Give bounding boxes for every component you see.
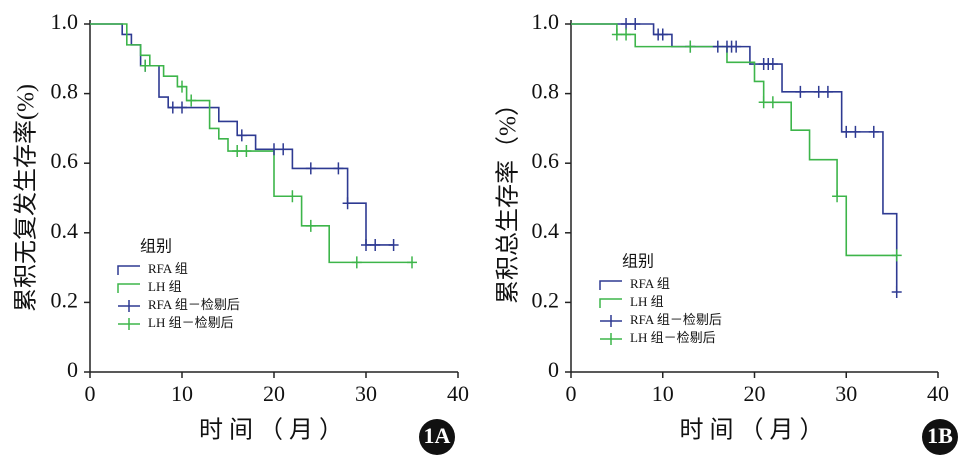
censor-mark [795,85,806,98]
panel-label: 1A [424,423,451,448]
censor-mark [278,143,289,156]
censor-mark [685,40,696,53]
x-tick-label: 20 [263,381,285,406]
legend-label: RFA 组－检剔后 [630,312,722,327]
censor-mark [841,125,852,138]
x-tick-label: 10 [171,381,193,406]
y-tick-label: 0.2 [532,287,560,312]
legend-label: RFA 组 [630,276,670,291]
censor-mark [167,101,178,114]
survival-line [90,23,412,264]
censor-mark [351,256,362,269]
x-tick-label: 30 [835,381,857,406]
censor-mark [232,145,243,158]
legend-label: RFA 组 [148,261,188,276]
legend-title: 组别 [140,238,172,256]
y-axis-label: 累积无复发生存率(%) [13,84,40,312]
legend-label: RFA 组－检剔后 [148,297,240,312]
censor-mark [657,28,668,41]
x-axis-label: 时间（月） [199,417,349,444]
panel-badge [922,419,958,455]
legend-symbol [600,333,622,345]
legend-symbol [599,280,622,290]
x-tick-label: 0 [566,381,577,406]
legend-symbol [118,318,140,330]
survival-line [90,23,394,246]
censor-mark [813,85,824,98]
censor-mark [767,58,778,71]
censor-mark [342,197,353,210]
legend-title: 组别 [622,253,654,271]
legend-label: LH 组－检剔后 [630,330,716,345]
y-tick-label: 0 [548,357,559,382]
y-tick-label: 0.6 [532,148,560,173]
y-tick-label: 1.0 [51,9,79,34]
y-tick-label: 0.4 [532,218,560,243]
x-tick-label: 40 [927,381,949,406]
censor-mark [832,190,843,203]
legend-symbol [117,265,140,275]
censor-mark [891,285,902,298]
y-axis-label: 累积总生存率（%） [495,92,522,304]
censor-mark [822,85,833,98]
censor-mark [305,219,316,232]
x-axis-label: 时间（月） [680,417,830,444]
censor-mark [712,40,723,53]
censor-mark [236,129,247,142]
censor-mark [407,256,417,269]
censor-mark [388,238,399,251]
censor-mark [621,18,632,30]
y-tick-label: 0.8 [51,79,79,104]
censor-mark [891,249,902,262]
x-tick-label: 40 [447,381,469,406]
x-tick-label: 30 [355,381,377,406]
censor-mark [850,125,861,138]
censor-mark [731,40,742,53]
y-tick-label: 0.6 [51,148,79,173]
legend-label: LH 组 [630,294,664,309]
legend-label: LH 组－检剔后 [148,315,234,330]
censor-mark [611,28,622,41]
censor-mark [305,162,316,175]
censor-mark [177,101,187,114]
legend-symbol [600,315,622,327]
panel-badge [419,419,455,455]
censor-mark [287,190,298,203]
y-tick-label: 0.4 [51,218,79,243]
panel-label: 1B [927,423,953,448]
x-tick-label: 10 [652,381,674,406]
x-tick-label: 0 [85,381,96,406]
censor-mark [186,94,197,107]
survival-line [571,23,897,257]
y-tick-label: 0 [67,357,78,382]
y-tick-label: 1.0 [532,9,560,34]
censor-mark [361,238,371,251]
x-tick-label: 20 [744,381,766,406]
censor-mark [333,162,344,175]
censor-mark [630,18,641,30]
y-tick-label: 0.8 [532,79,560,104]
censor-mark [621,28,632,41]
legend-symbol [118,300,140,312]
survival-line [571,23,898,292]
censor-mark [767,96,778,109]
censor-mark [758,96,769,109]
y-tick-label: 0.2 [51,287,79,312]
censor-mark [868,125,879,138]
legend-symbol [599,298,622,308]
censor-mark [241,145,252,158]
censor-mark [177,80,187,93]
censor-mark [269,143,279,156]
censor-mark [370,238,381,251]
censor-mark [140,59,151,72]
legend-symbol [117,283,140,293]
legend-label: LH 组 [148,279,182,294]
